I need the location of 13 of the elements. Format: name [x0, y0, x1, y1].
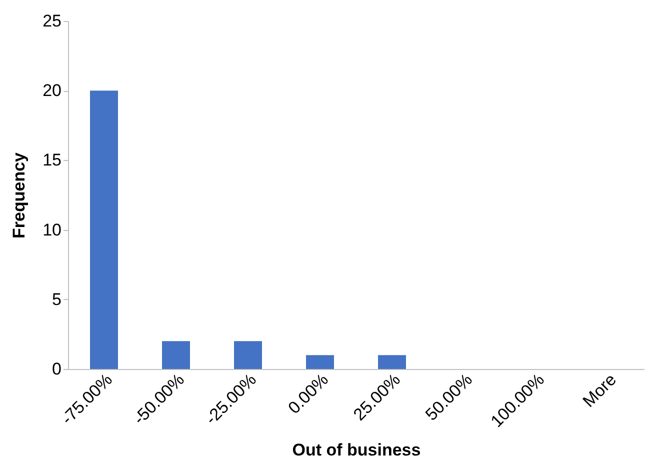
y-axis-title: Frequency — [10, 152, 29, 238]
bar — [162, 341, 190, 369]
bar — [378, 355, 406, 369]
y-tick-label: 5 — [52, 290, 62, 309]
y-tick-label: 15 — [42, 150, 62, 170]
bar — [306, 355, 334, 369]
y-tick-label: 20 — [42, 81, 62, 100]
bar — [90, 90, 118, 369]
y-tick-label: 0 — [52, 360, 62, 378]
y-tick-label: 10 — [42, 220, 62, 240]
x-axis-title: Out of business — [292, 440, 421, 460]
bar — [234, 341, 262, 369]
y-tick-label: 25 — [42, 12, 62, 30]
